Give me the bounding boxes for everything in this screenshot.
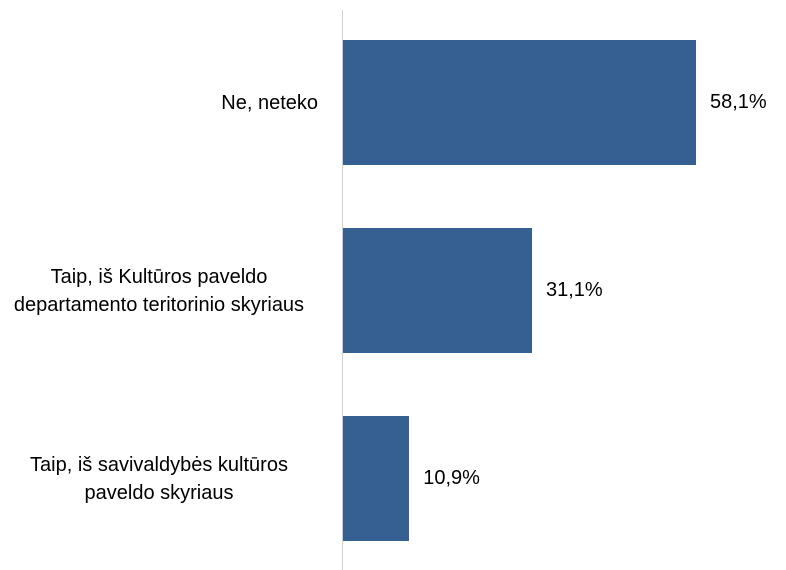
bar <box>343 40 696 165</box>
data-label: 10,9% <box>423 416 480 541</box>
category-label: Ne, neteko <box>0 40 318 165</box>
data-label-text: 10,9% <box>423 467 480 489</box>
data-label-text: 31,1% <box>545 279 603 301</box>
bar <box>343 228 532 353</box>
data-label: 58,1% <box>710 40 767 165</box>
category-axis <box>342 10 343 570</box>
category-label-text: Ne, neteko <box>221 91 318 114</box>
data-label: 31,1% <box>546 228 603 353</box>
data-label-text: 58,1% <box>710 91 767 113</box>
bar <box>343 416 410 541</box>
category-label-text: Taip, iš Kultūros paveldo departamento t… <box>13 265 305 316</box>
category-label: Taip, iš savivaldybės kultūros paveldo s… <box>0 416 318 541</box>
category-label: Taip, iš Kultūros paveldo departamento t… <box>0 228 318 353</box>
category-label-text: Taip, iš savivaldybės kultūros paveldo s… <box>30 453 288 504</box>
